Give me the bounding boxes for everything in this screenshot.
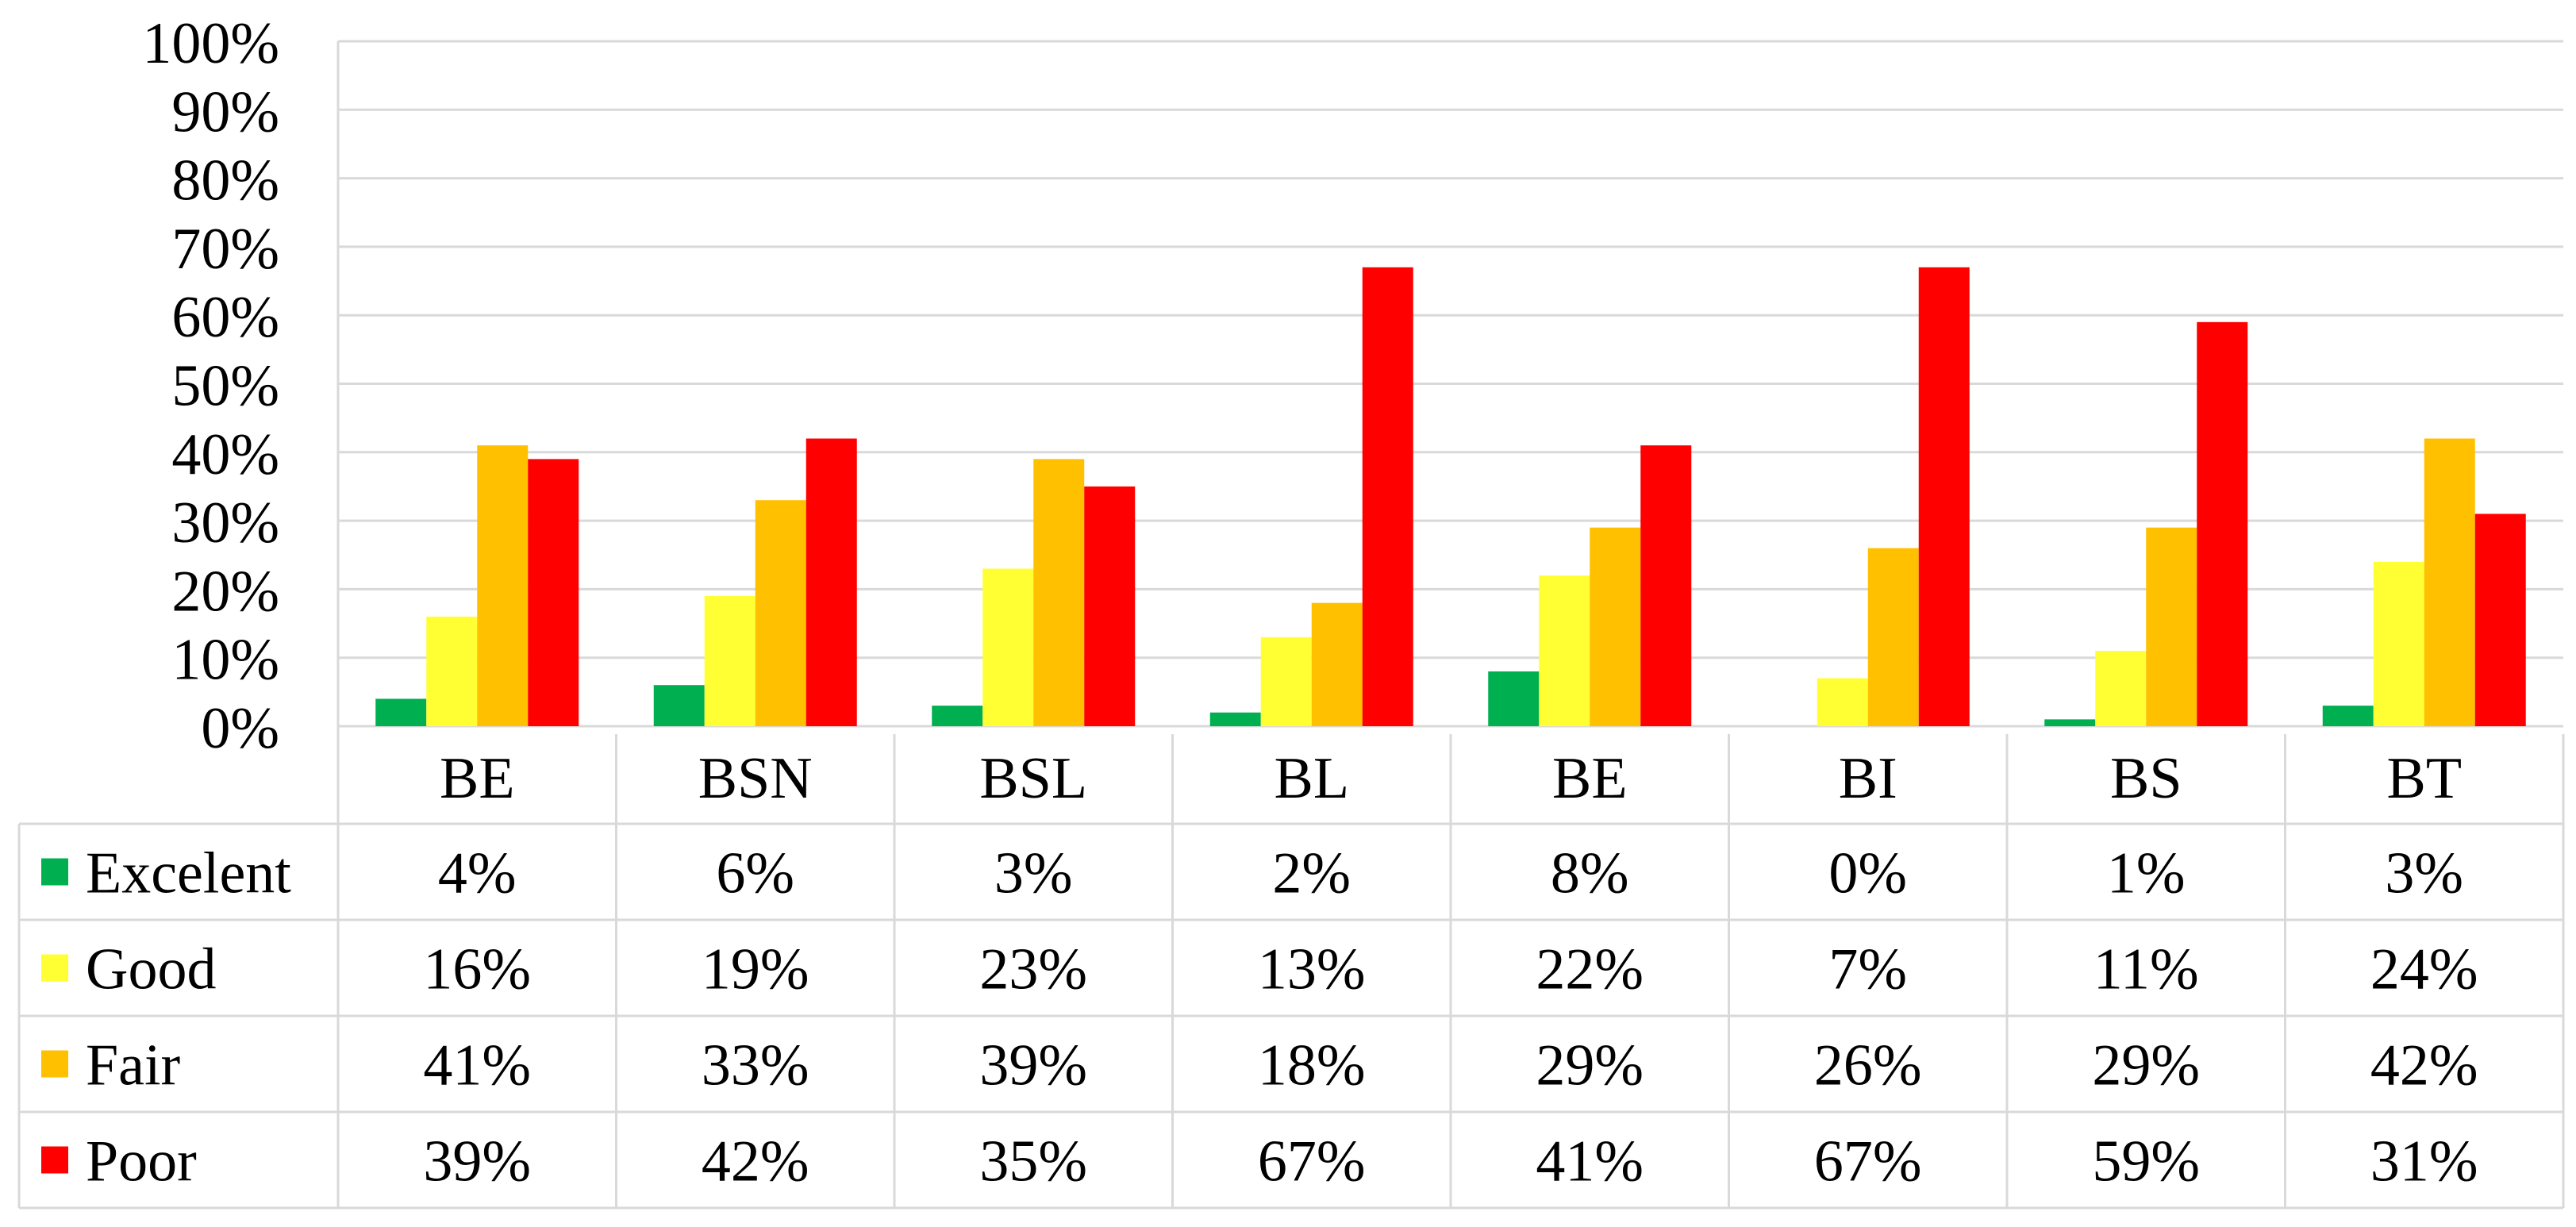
data-label: 18% [1258,1033,1366,1098]
legend-label-good: Good [86,937,216,1002]
legend-label-poor: Poor [86,1129,197,1194]
y-axis-tick-labels: 0%10%20%30%40%50%60%70%80%90%100% [142,11,279,761]
y-tick-label: 0% [201,696,279,761]
data-label: 0% [1828,841,1907,906]
y-tick-label: 100% [142,11,279,76]
y-tick-label: 40% [171,422,279,487]
data-label: 23% [979,937,1087,1002]
data-label: 41% [1536,1129,1644,1194]
bar-fair-1 [477,445,529,726]
bars [375,267,2526,726]
data-label: 67% [1814,1129,1922,1194]
data-label: 42% [702,1129,809,1194]
data-label: 7% [1828,937,1907,1002]
y-tick-label: 70% [171,217,279,282]
data-label: 31% [2370,1129,2478,1194]
x-category-label: BL [1274,746,1349,811]
legend-swatch-good [41,954,68,982]
bar-poor-7 [2197,321,2248,726]
bar-fair-4 [1311,602,1363,726]
bar-poor-4 [1362,267,1413,726]
x-category-label: BS [2110,746,2182,811]
bar-excelent-7 [2044,719,2096,726]
x-category-label: BI [1839,746,1897,811]
data-label: 3% [994,841,1073,906]
data-label: 41% [423,1033,531,1098]
bar-poor-8 [2474,513,2526,726]
data-label: 1% [2107,841,2186,906]
bar-good-4 [1260,637,1312,726]
bar-good-5 [1539,575,1590,726]
y-tick-label: 20% [171,559,279,624]
y-tick-label: 50% [171,354,279,419]
y-tick-label: 80% [171,148,279,213]
bar-good-2 [704,596,755,726]
bar-good-3 [982,568,1034,726]
x-category-label: BSN [698,746,813,811]
y-tick-label: 60% [171,285,279,350]
data-label: 19% [702,937,809,1002]
legend-label-fair: Fair [86,1033,180,1098]
bar-fair-7 [2146,527,2197,726]
legend-label-excelent: Excelent [86,841,291,906]
bar-poor-1 [528,459,579,726]
data-label: 39% [423,1129,531,1194]
data-label: 2% [1272,841,1351,906]
bar-poor-5 [1640,445,1692,726]
bar-excelent-8 [2322,706,2374,726]
bar-fair-6 [1867,548,1919,726]
data-label: 11% [2093,937,2199,1002]
data-label: 29% [1536,1033,1644,1098]
bar-excelent-5 [1488,671,1540,726]
bar-excelent-3 [932,706,983,726]
legend-swatch-excelent [41,858,68,886]
bar-excelent-4 [1209,712,1261,726]
x-category-label: BSL [979,746,1087,811]
y-tick-label: 90% [171,79,279,144]
data-label: 42% [2370,1033,2478,1098]
bar-fair-2 [755,500,806,726]
data-table: BE BSN BSL BL BE BI BS BT Excelent 4% 6% 3% 2% 8% 0% 1%… [17,734,2565,1210]
data-label: 39% [979,1033,1087,1098]
data-label: 24% [2370,937,2478,1002]
bar-good-7 [2095,651,2147,726]
bar-fair-3 [1033,459,1085,726]
bar-poor-3 [1084,486,1136,726]
bar-fair-5 [1590,527,1641,726]
data-label: 22% [1536,937,1644,1002]
data-label: 35% [979,1129,1087,1194]
x-category-label: BT [2386,746,2462,811]
bar-fair-8 [2424,438,2475,726]
bar-poor-2 [805,438,857,726]
data-label: 33% [702,1033,809,1098]
x-category-label: BE [440,746,515,811]
x-category-label: BE [1552,746,1628,811]
data-label: 13% [1258,937,1366,1002]
data-label: 8% [1551,841,1629,906]
bar-good-8 [2373,561,2424,726]
bar-excelent-2 [653,685,705,726]
legend-swatch-poor [41,1146,68,1174]
data-label: 26% [1814,1033,1922,1098]
y-tick-label: 10% [171,628,279,693]
bar-poor-6 [1918,267,1970,726]
data-label: 59% [2092,1129,2200,1194]
data-label: 29% [2092,1033,2200,1098]
data-label: 67% [1258,1129,1366,1194]
bar-excelent-1 [375,698,427,726]
bar-good-6 [1817,678,1868,726]
bar-good-1 [426,616,478,726]
y-tick-label: 30% [171,490,279,556]
data-label: 6% [716,841,794,906]
legend-swatch-fair [41,1050,68,1078]
data-label: 4% [438,841,517,906]
data-label: 16% [423,937,531,1002]
data-label: 3% [2385,841,2463,906]
